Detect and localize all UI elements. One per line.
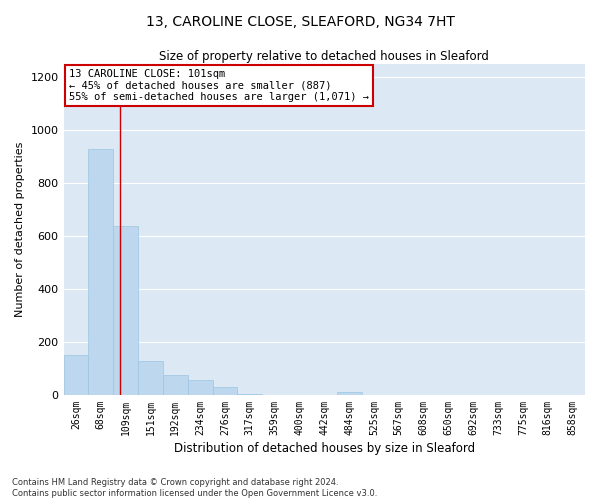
Bar [113,226,138,395]
Text: 13, CAROLINE CLOSE, SLEAFORD, NG34 7HT: 13, CAROLINE CLOSE, SLEAFORD, NG34 7HT [146,15,454,29]
Title: Size of property relative to detached houses in Sleaford: Size of property relative to detached ho… [160,50,489,63]
Bar [88,149,113,395]
Bar [212,387,238,395]
Bar [138,360,163,395]
Bar [238,394,262,395]
Bar [64,356,88,395]
Bar [163,375,188,395]
X-axis label: Distribution of detached houses by size in Sleaford: Distribution of detached houses by size … [174,442,475,455]
Y-axis label: Number of detached properties: Number of detached properties [15,142,25,317]
Text: Contains HM Land Registry data © Crown copyright and database right 2024.
Contai: Contains HM Land Registry data © Crown c… [12,478,377,498]
Text: 13 CAROLINE CLOSE: 101sqm
← 45% of detached houses are smaller (887)
55% of semi: 13 CAROLINE CLOSE: 101sqm ← 45% of detac… [69,69,369,102]
Bar [188,380,212,395]
Bar [337,392,362,395]
